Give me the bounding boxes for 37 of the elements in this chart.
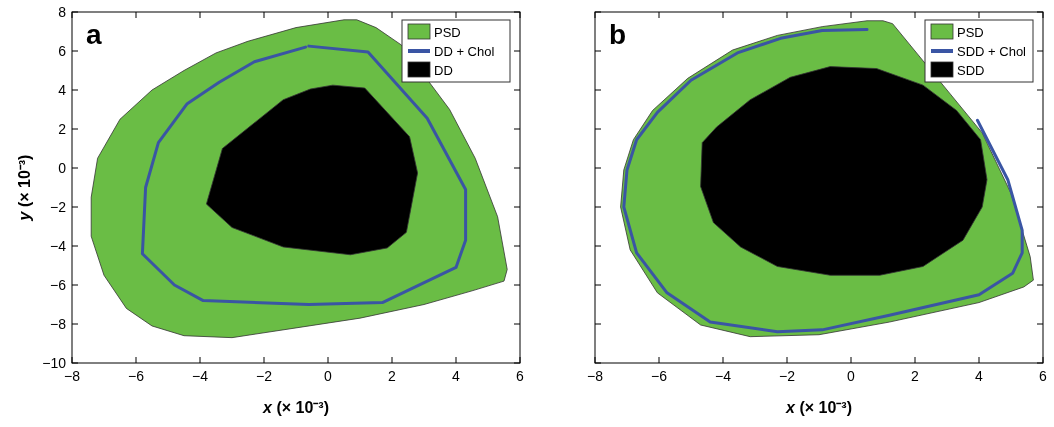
annotation: b xyxy=(609,19,627,50)
legend-label: SDD xyxy=(957,63,985,78)
x-axis-title: x (× 10⁻³) xyxy=(785,399,852,416)
y-tick-label: −4 xyxy=(50,238,67,254)
x-tick-label: 2 xyxy=(911,368,920,384)
y-tick-label: 8 xyxy=(58,4,67,20)
y-tick-label: 2 xyxy=(58,121,67,137)
y-tick-label: 4 xyxy=(58,82,67,98)
x-tick-label: 6 xyxy=(1039,368,1048,384)
legend-label: PSD xyxy=(957,25,984,40)
y-axis-title: y (× 10⁻³) xyxy=(16,154,33,222)
y-tick-label: −8 xyxy=(50,316,67,332)
line-series xyxy=(140,44,468,306)
y-tick-label: 0 xyxy=(58,160,67,176)
x-tick-label: −2 xyxy=(779,368,796,384)
legend-label: DD + Chol xyxy=(434,44,495,59)
x-tick-label: 2 xyxy=(388,368,397,384)
legend-label: SDD + Chol xyxy=(957,44,1027,59)
x-tick-label: 0 xyxy=(847,368,856,384)
x-axis-title: x (× 10⁻³) xyxy=(262,399,329,416)
x-tick-label: −4 xyxy=(192,368,209,384)
annotation: a xyxy=(86,19,102,50)
legend-label: PSD xyxy=(434,25,461,40)
y-tick-label: −2 xyxy=(50,199,67,215)
x-tick-label: 4 xyxy=(975,368,984,384)
x-tick-label: 0 xyxy=(324,368,333,384)
x-tick-label: −6 xyxy=(651,368,668,384)
x-tick-label: −2 xyxy=(256,368,273,384)
x-tick-label: 4 xyxy=(452,368,461,384)
x-tick-label: −6 xyxy=(128,368,145,384)
legend-label: DD xyxy=(434,63,453,78)
y-tick-label: 6 xyxy=(58,43,67,59)
y-tick-label: −6 xyxy=(50,277,67,293)
y-tick-label: −10 xyxy=(42,355,67,371)
x-tick-label: 6 xyxy=(516,368,525,384)
x-tick-label: −4 xyxy=(715,368,732,384)
x-tick-label: −8 xyxy=(587,368,604,384)
